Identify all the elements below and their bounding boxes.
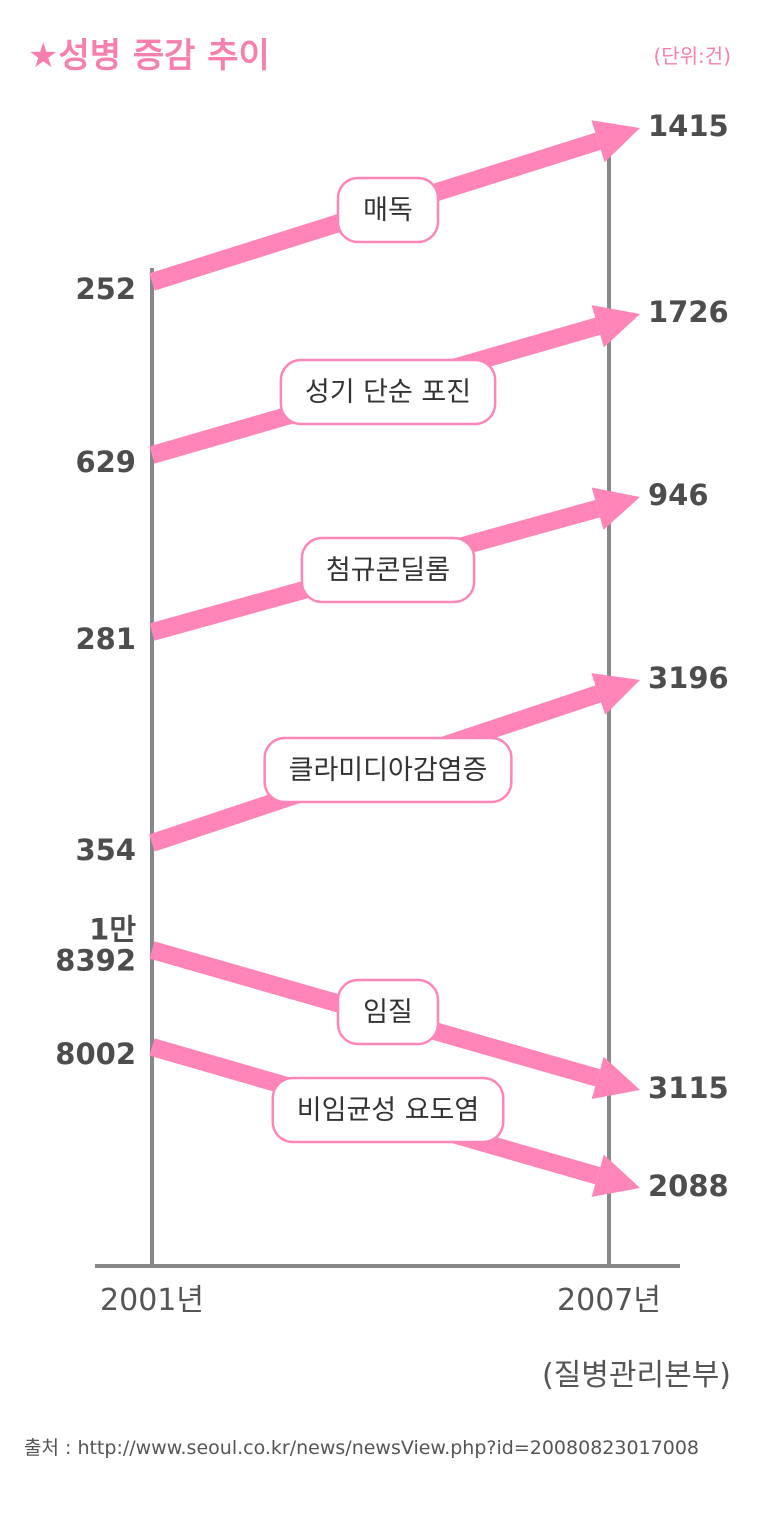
series-arrow-head: [591, 673, 640, 715]
value-label-2007: 3115: [648, 1071, 729, 1105]
series-label-box: [279, 358, 497, 426]
series-label-text: 성기 단순 포진: [305, 377, 471, 408]
series-arrow-head: [591, 487, 640, 530]
source-url: 출처 : http://www.seoul.co.kr/news/newsVie…: [24, 1437, 699, 1459]
series-arrow-head: [591, 120, 640, 163]
value-label-2001: 8002: [55, 1037, 136, 1071]
series-label: 임질: [336, 978, 440, 1046]
series-label-text: 첨규콘딜롬: [326, 555, 450, 586]
value-label-2007: 3196: [648, 661, 729, 695]
series-arrow-head: [591, 1154, 640, 1197]
value-label-2007: 1415: [648, 109, 729, 143]
series-label-box: [336, 176, 440, 244]
series-arrow-head: [591, 305, 640, 348]
x-tick-label: 2007년: [557, 1283, 661, 1318]
series-label: 클라미디아감염증: [263, 736, 513, 804]
value-label-2001: 252: [75, 272, 136, 306]
series-label-box: [271, 1076, 505, 1144]
series-label-box: [263, 736, 513, 804]
series-label-box: [336, 978, 440, 1046]
chart-title: ★성병 증감 추이: [28, 36, 270, 76]
value-label-2001: 281: [75, 622, 136, 656]
value-label-2007: 946: [648, 478, 709, 512]
value-label-2001: 629: [75, 445, 136, 479]
source-label: (질병관리본부): [541, 1358, 731, 1393]
value-label-2001: 354: [75, 833, 136, 867]
value-label-2001: 1만: [89, 913, 136, 947]
series-label: 첨규콘딜롬: [300, 536, 476, 604]
x-tick-label: 2001년: [100, 1283, 204, 1318]
series-label-text: 비임균성 요도염: [297, 1095, 479, 1126]
value-label-2007: 1726: [648, 295, 729, 329]
series-label: 매독: [336, 176, 440, 244]
series-label-text: 클라미디아감염증: [289, 755, 488, 786]
series-label-text: 임질: [363, 997, 413, 1028]
value-label-2001: 8392: [55, 944, 136, 978]
unit-label: (단위:건): [653, 44, 731, 68]
series-label: 비임균성 요도염: [271, 1076, 505, 1144]
series-label-text: 매독: [363, 195, 413, 226]
series-label: 성기 단순 포진: [279, 358, 497, 426]
series-label-box: [300, 536, 476, 604]
series-arrow-head: [591, 1056, 640, 1100]
value-label-2007: 2088: [648, 1169, 729, 1203]
